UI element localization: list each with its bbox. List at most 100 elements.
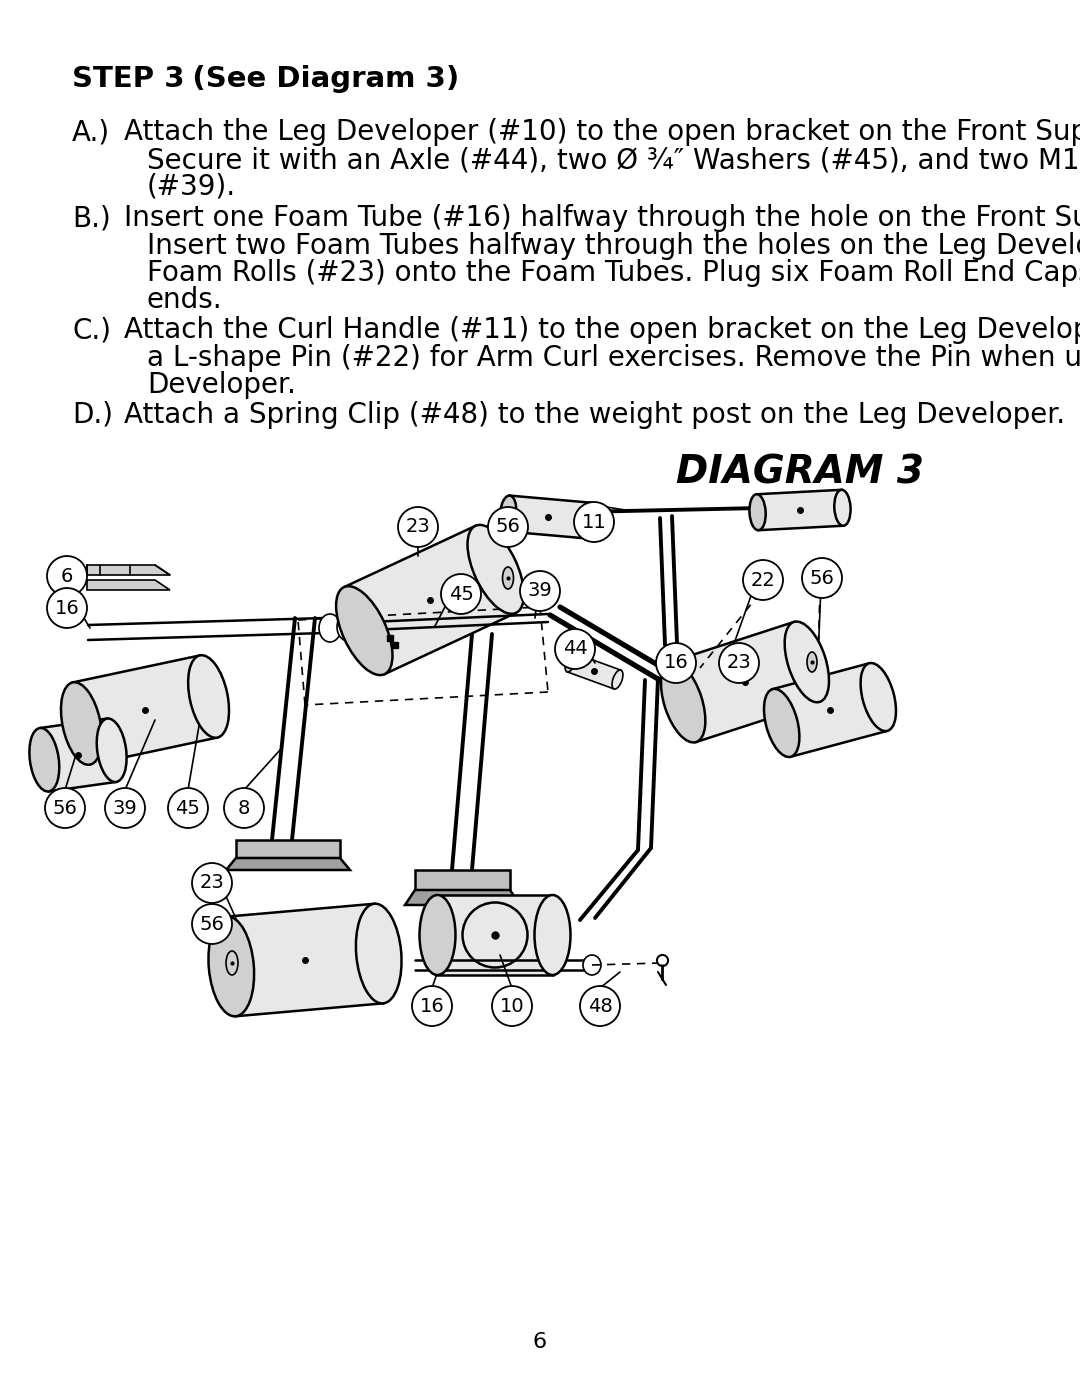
Polygon shape [72,655,217,764]
Text: Insert one Foam Tube (#16) halfway through the hole on the Front Support (#8).: Insert one Foam Tube (#16) halfway throu… [124,204,1080,232]
Text: (#39).: (#39). [147,173,237,201]
Polygon shape [237,840,340,858]
Ellipse shape [468,525,524,613]
Polygon shape [757,490,843,531]
Text: 11: 11 [582,513,606,531]
Circle shape [802,557,842,598]
Text: 56: 56 [496,517,521,536]
Ellipse shape [356,904,402,1003]
Text: 48: 48 [588,996,612,1016]
Ellipse shape [226,951,238,975]
Text: STEP 3: STEP 3 [72,66,185,94]
Text: ends.: ends. [147,286,222,314]
Polygon shape [772,664,888,757]
Circle shape [492,986,532,1025]
Ellipse shape [580,503,596,538]
Text: 6: 6 [60,567,73,585]
Polygon shape [345,525,516,675]
Circle shape [488,507,528,548]
Polygon shape [415,870,510,890]
Text: 16: 16 [420,996,444,1016]
Text: 23: 23 [727,654,752,672]
Ellipse shape [764,689,799,757]
Ellipse shape [785,622,829,703]
Text: Attach the Leg Developer (#10) to the open bracket on the Front Support (#8).: Attach the Leg Developer (#10) to the op… [124,117,1080,147]
Circle shape [399,507,438,548]
Ellipse shape [97,718,126,782]
Ellipse shape [319,615,341,643]
Text: 56: 56 [810,569,835,588]
Polygon shape [507,496,590,538]
Text: 56: 56 [200,915,225,933]
Polygon shape [227,904,383,1016]
Ellipse shape [419,895,456,975]
Text: C.): C.) [72,316,111,344]
Circle shape [555,629,595,669]
Circle shape [45,788,85,828]
Ellipse shape [861,664,896,731]
Circle shape [411,986,453,1025]
Circle shape [192,863,232,902]
Circle shape [573,502,615,542]
Polygon shape [40,718,117,792]
Polygon shape [671,622,820,742]
Ellipse shape [834,490,851,525]
Polygon shape [437,895,553,975]
Text: 6: 6 [532,1331,548,1352]
Text: Secure it with an Axle (#44), two Ø ¾″ Washers (#45), and two M10 x ¾″ Allen Bol: Secure it with an Axle (#44), two Ø ¾″ W… [147,147,1080,175]
Circle shape [105,788,145,828]
Circle shape [441,574,481,615]
Circle shape [719,643,759,683]
Circle shape [519,571,561,610]
Ellipse shape [535,895,570,975]
Circle shape [168,788,208,828]
Ellipse shape [750,495,766,531]
Polygon shape [405,890,519,905]
Ellipse shape [500,496,516,531]
Text: Attach the Curl Handle (#11) to the open bracket on the Leg Developer. Lock it w: Attach the Curl Handle (#11) to the open… [124,316,1080,344]
Polygon shape [567,652,621,689]
Text: 23: 23 [406,517,430,536]
Text: Foam Rolls (#23) onto the Foam Tubes. Plug six Foam Roll End Caps (#56) into the: Foam Rolls (#23) onto the Foam Tubes. Pl… [147,258,1080,286]
Text: 44: 44 [563,640,588,658]
Ellipse shape [565,652,576,672]
Ellipse shape [661,662,705,742]
Text: 45: 45 [448,584,473,604]
Circle shape [192,904,232,944]
Circle shape [48,588,87,629]
Text: Attach a Spring Clip (#48) to the weight post on the Leg Developer.: Attach a Spring Clip (#48) to the weight… [124,401,1065,429]
Circle shape [48,556,87,597]
Ellipse shape [188,655,229,738]
Text: DIAGRAM 3: DIAGRAM 3 [676,453,923,490]
Ellipse shape [208,916,254,1016]
Circle shape [224,788,264,828]
Text: 39: 39 [112,799,137,817]
Polygon shape [87,564,170,576]
Ellipse shape [359,612,381,640]
Text: D.): D.) [72,401,113,429]
Ellipse shape [502,567,513,590]
Polygon shape [226,858,350,870]
Ellipse shape [612,671,623,689]
Ellipse shape [60,682,102,764]
Text: 8: 8 [238,799,251,817]
Text: 10: 10 [500,996,524,1016]
Text: 16: 16 [663,654,688,672]
Ellipse shape [29,728,59,792]
Ellipse shape [583,956,600,975]
Text: 56: 56 [53,799,78,817]
Ellipse shape [337,613,359,641]
Polygon shape [87,580,170,590]
Text: B.): B.) [72,204,111,232]
Text: 16: 16 [55,598,79,617]
Circle shape [580,986,620,1025]
Text: 45: 45 [176,799,201,817]
Text: 39: 39 [528,581,552,601]
Text: Developer.: Developer. [147,372,296,400]
Ellipse shape [807,652,816,672]
Text: 22: 22 [751,570,775,590]
Text: (See Diagram 3): (See Diagram 3) [162,66,459,94]
Text: A.): A.) [72,117,110,147]
Circle shape [743,560,783,599]
Text: a L-shape Pin (#22) for Arm Curl exercises. Remove the Pin when using the Leg: a L-shape Pin (#22) for Arm Curl exercis… [147,344,1080,372]
